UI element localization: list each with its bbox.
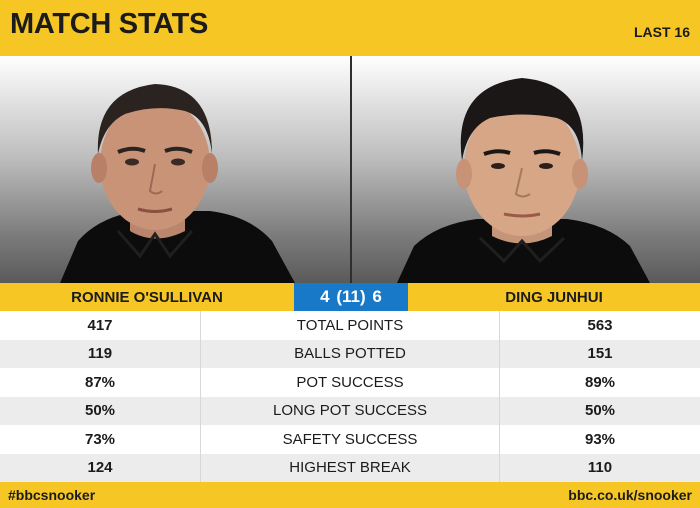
round-label: LAST 16 xyxy=(633,24,690,40)
stat-value-left: 124 xyxy=(87,459,113,477)
stat-label: BALLS POTTED xyxy=(200,339,500,368)
stat-value-right: 151 xyxy=(587,345,613,363)
website-url: bbc.co.uk/snooker xyxy=(568,487,692,503)
header-bar: MATCH STATS LAST 16 xyxy=(0,0,700,56)
stat-value-right: 110 xyxy=(587,459,613,477)
stat-value-right: 50% xyxy=(584,402,616,420)
stat-value-right: 93% xyxy=(584,430,616,448)
stat-label: HIGHEST BREAK xyxy=(200,453,500,482)
stat-label: TOTAL POINTS xyxy=(200,311,500,340)
frame-score: 4 (11) 6 xyxy=(294,283,408,311)
player-portrait-left-icon xyxy=(60,84,295,283)
photo-divider xyxy=(350,56,352,283)
player-name-left: RONNIE O'SULLIVAN xyxy=(71,289,223,306)
stat-label: POT SUCCESS xyxy=(200,368,500,397)
stat-row-safety-success: 73% SAFETY SUCCESS 93% xyxy=(0,425,700,454)
stat-row-pot-success: 87% POT SUCCESS 89% xyxy=(0,368,700,397)
player-names-bar: RONNIE O'SULLIVAN 4 (11) 6 DING JUNHUI xyxy=(0,283,700,311)
stat-row-long-pot-success: 50% LONG POT SUCCESS 50% xyxy=(0,396,700,425)
stat-value-right: 89% xyxy=(584,373,616,391)
player-portrait-right-icon xyxy=(397,78,650,283)
stats-table: 417 TOTAL POINTS 563 119 BALLS POTTED 15… xyxy=(0,311,700,482)
hashtag-label: #bbcsnooker xyxy=(8,487,96,503)
stat-value-left: 73% xyxy=(84,430,116,448)
stat-value-left: 417 xyxy=(87,316,113,334)
stat-row-highest-break: 124 HIGHEST BREAK 110 xyxy=(0,453,700,482)
stat-value-left: 50% xyxy=(84,402,116,420)
stat-value-right: 563 xyxy=(587,316,613,334)
page-title: MATCH STATS xyxy=(10,8,209,40)
player-photo-right xyxy=(352,56,700,283)
stat-label: LONG POT SUCCESS xyxy=(200,396,500,425)
stat-label: SAFETY SUCCESS xyxy=(200,425,500,454)
player-name-right: DING JUNHUI xyxy=(505,289,603,306)
footer-bar: #bbcsnooker bbc.co.uk/snooker xyxy=(0,482,700,508)
player-photo-left xyxy=(0,56,350,283)
stat-value-left: 119 xyxy=(87,345,113,363)
stat-row-total-points: 417 TOTAL POINTS 563 xyxy=(0,311,700,340)
stat-value-left: 87% xyxy=(84,373,116,391)
stat-row-balls-potted: 119 BALLS POTTED 151 xyxy=(0,339,700,368)
